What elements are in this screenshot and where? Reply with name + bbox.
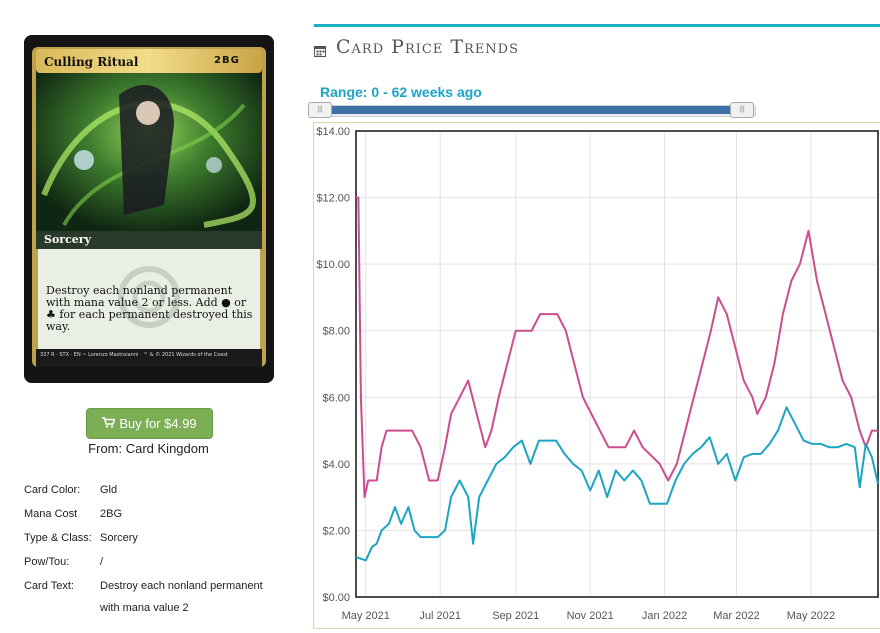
- range-label: Range: 0 - 62 weeks ago: [320, 84, 482, 100]
- vendor-label: From: Card Kingdom: [88, 441, 209, 456]
- attr-key: Type & Class:: [24, 532, 92, 544]
- section-title: Card Price Trends: [336, 36, 520, 58]
- section-heading: Card Price Trends: [314, 36, 519, 58]
- y-tick-label: $4.00: [322, 459, 350, 471]
- range-slider-left-handle[interactable]: |||: [308, 102, 332, 118]
- card-type-line: Sorcery: [44, 233, 91, 246]
- y-tick-label: $0.00: [322, 592, 350, 604]
- buy-button-label: Buy for $4.99: [119, 416, 197, 431]
- x-tick-label: May 2022: [787, 610, 835, 622]
- y-tick-label: $2.00: [322, 525, 350, 537]
- y-tick-label: $8.00: [322, 326, 350, 338]
- plot-area: [355, 130, 879, 598]
- y-tick-label: $14.00: [316, 126, 350, 138]
- plot-border: [355, 130, 879, 598]
- price-line-cyan: [355, 406, 879, 562]
- calendar-icon: [314, 40, 326, 57]
- card-footer: 337 R · STX · EN ~ Lorenzo Mastroianni ·…: [40, 352, 228, 358]
- price-line-pink: [356, 196, 878, 499]
- section-divider: [314, 24, 880, 27]
- range-slider-fill: [319, 106, 743, 114]
- y-tick-label: $12.00: [316, 193, 350, 205]
- x-tick-label: Mar 2022: [713, 610, 759, 622]
- y-tick-label: $10.00: [316, 259, 350, 271]
- attr-key: Mana Cost: [24, 508, 78, 520]
- attr-key: Card Color:: [24, 484, 81, 496]
- card-rules-text: Destroy each nonland permanent with mana…: [46, 284, 253, 333]
- attr-key: Card Text:: [24, 580, 74, 592]
- card-mana-cost: 2BG: [214, 55, 240, 66]
- x-tick-label: Jan 2022: [642, 610, 687, 622]
- attr-value: Gld: [100, 484, 118, 496]
- attr-value: /: [100, 556, 104, 568]
- attr-value: Destroy each nonland permanent with mana…: [100, 580, 263, 614]
- card-image[interactable]: Culling Ritual 2BG Sorcery Destroy each …: [24, 35, 274, 383]
- x-tick-label: Sep 2021: [492, 610, 539, 622]
- card-details-panel: Culling Ritual 2BG Sorcery Destroy each …: [0, 0, 300, 629]
- range-slider-right-handle[interactable]: |||: [730, 102, 754, 118]
- price-chart: $0.00 $2.00 $4.00 $6.00 $8.00 $10.00 $12.00 $14…: [316, 126, 879, 622]
- price-chart-frame: $0.00 $2.00 $4.00 $6.00 $8.00 $10.00 $12.00 $14…: [313, 122, 880, 629]
- attr-value: Sorcery: [100, 532, 138, 544]
- card-name: Culling Ritual: [44, 55, 139, 69]
- buy-button[interactable]: Buy for $4.99: [86, 408, 213, 439]
- x-tick-label: May 2021: [342, 610, 390, 622]
- attr-value: 2BG: [100, 508, 123, 520]
- price-trends-panel: Card Price Trends Range: 0 - 62 weeks ag…: [300, 0, 880, 629]
- y-tick-label: $6.00: [322, 392, 350, 404]
- attr-key: Pow/Tou:: [24, 556, 70, 568]
- card-art: [24, 35, 274, 383]
- x-tick-label: Nov 2021: [567, 610, 614, 622]
- cart-icon: [102, 409, 116, 438]
- x-tick-label: Jul 2021: [419, 610, 461, 622]
